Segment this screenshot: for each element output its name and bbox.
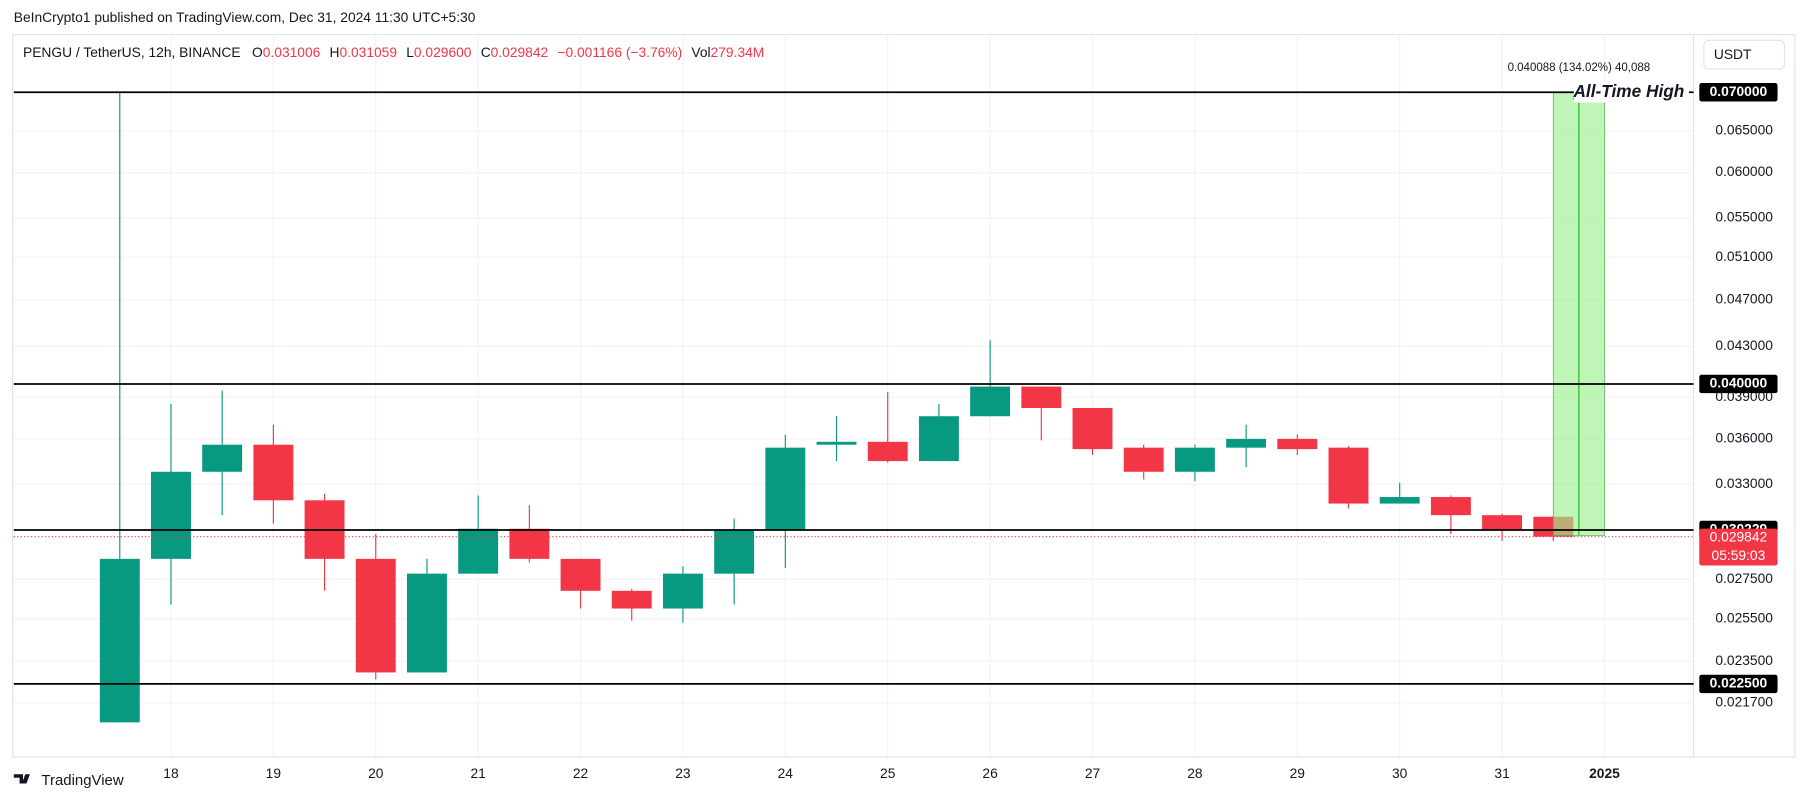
candle-body: [253, 444, 294, 501]
y-tick-label: 0.060000: [1715, 164, 1773, 179]
candle-body: [99, 558, 140, 723]
y-tick-label: 0.065000: [1715, 123, 1773, 138]
ohlc-legend: PENGU / TetherUS, 12h, BINANCE O0.031006 H…: [23, 45, 764, 60]
candle-body: [1430, 497, 1471, 516]
candle-body: [1379, 497, 1420, 504]
y-tick-label: 0.021700: [1715, 694, 1773, 709]
last-price-tag: [1699, 528, 1778, 566]
change: −0.001166 (−3.76%): [557, 45, 682, 60]
candle-body: [1328, 447, 1369, 504]
x-tick-label: 22: [573, 766, 588, 781]
candle-body: [816, 441, 857, 445]
marks: [99, 92, 1574, 723]
candle-body: [867, 441, 908, 462]
candle-body: [765, 447, 806, 531]
countdown: 05:59:03: [1712, 548, 1766, 563]
y-tick-label: 0.027500: [1715, 571, 1773, 586]
vol-key: Vol: [691, 45, 710, 60]
logo-text: TradingView: [41, 772, 123, 789]
y-tick-label: 0.025500: [1715, 610, 1773, 625]
vol-value: 279.34M: [711, 45, 765, 60]
last-price-label: 0.029842: [1710, 529, 1768, 544]
candle-body: [151, 471, 191, 559]
y-tick-label: 0.023500: [1715, 653, 1773, 668]
l-key: L: [406, 45, 414, 60]
x-tick-label: 28: [1187, 766, 1203, 781]
overlays: 0.040088 (134.02%) 40,088 0.070000 All-Tim…: [13, 62, 1778, 694]
y-tick-label: 0.047000: [1715, 292, 1773, 307]
y-tick-label: 0.055000: [1715, 210, 1773, 225]
level-price-tag: [1699, 83, 1778, 102]
candle-body: [918, 416, 959, 462]
measure-label: 0.040088 (134.02%) 40,088: [1508, 62, 1651, 74]
o-value: 0.031006: [263, 45, 321, 60]
candle-body: [1482, 515, 1523, 531]
h-key: H: [330, 45, 340, 60]
y-tick-label: 0.033000: [1715, 476, 1773, 491]
chart-frame: [12, 33, 1796, 758]
candle-body: [1123, 447, 1164, 472]
candle-body: [560, 558, 601, 591]
y-tick-label: 0.036000: [1715, 431, 1773, 446]
candle-body: [509, 528, 550, 559]
x-tick-label: 23: [675, 766, 691, 781]
y-tick-label: 0.051000: [1715, 249, 1773, 264]
published-line: BeInCrypto1 published on TradingView.com…: [14, 10, 476, 25]
l-value: 0.029600: [414, 45, 472, 60]
x-tick-label: 26: [982, 766, 998, 781]
candle-body: [202, 444, 243, 472]
currency-button[interactable]: [1703, 39, 1786, 70]
x-tick-label: 24: [778, 766, 794, 781]
x-tick-label: 20: [368, 766, 384, 781]
candle-body: [970, 386, 1011, 417]
x-tick-label: 29: [1290, 766, 1306, 781]
currency-button-label[interactable]: USDT: [1714, 47, 1752, 62]
candle-body: [662, 573, 703, 609]
level-annotation: All-Time High: [1572, 81, 1684, 101]
candle-body: [406, 573, 447, 673]
candle-body: [714, 530, 755, 574]
level-price-tag: [1699, 374, 1778, 394]
x-tick-label: 27: [1085, 766, 1100, 781]
candle-body: [1174, 447, 1215, 472]
candle-body: [1277, 438, 1318, 450]
x-tick-label: 25: [880, 766, 896, 781]
c-value: 0.029842: [491, 45, 549, 60]
candle-body: [355, 558, 396, 673]
o-key: O: [252, 45, 263, 60]
level-price-tag: [1699, 674, 1778, 694]
candle-body: [1021, 386, 1062, 408]
x-tick-label: 19: [266, 766, 282, 781]
x-tick-label: 21: [470, 766, 485, 781]
x-tick-label: 2025: [1589, 766, 1620, 781]
candle-body: [458, 528, 499, 574]
symbol: PENGU / TetherUS, 12h, BINANCE: [23, 45, 241, 60]
level-price-label: 0.070000: [1710, 84, 1768, 99]
c-key: C: [481, 45, 491, 60]
candle-body: [1072, 407, 1113, 450]
logo-icon: [13, 774, 30, 784]
level-annotation-bg: [1573, 81, 1689, 103]
level-price-label: 0.040000: [1710, 376, 1768, 391]
candle-body: [1226, 438, 1267, 448]
h-value: 0.031059: [339, 45, 397, 60]
y-tick-label: 0.043000: [1715, 338, 1773, 353]
x-tick-label: 18: [163, 766, 179, 781]
candle-body: [611, 590, 652, 609]
level-price-label: 0.022500: [1710, 676, 1768, 691]
x-tick-label: 30: [1392, 766, 1408, 781]
x-tick-label: 31: [1494, 766, 1509, 781]
